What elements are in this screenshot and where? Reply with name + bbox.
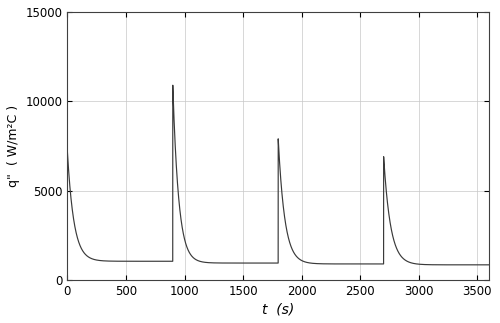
Y-axis label: q"  ( W/m²C ): q" ( W/m²C ): [7, 105, 20, 187]
X-axis label: t  (s): t (s): [262, 302, 294, 316]
